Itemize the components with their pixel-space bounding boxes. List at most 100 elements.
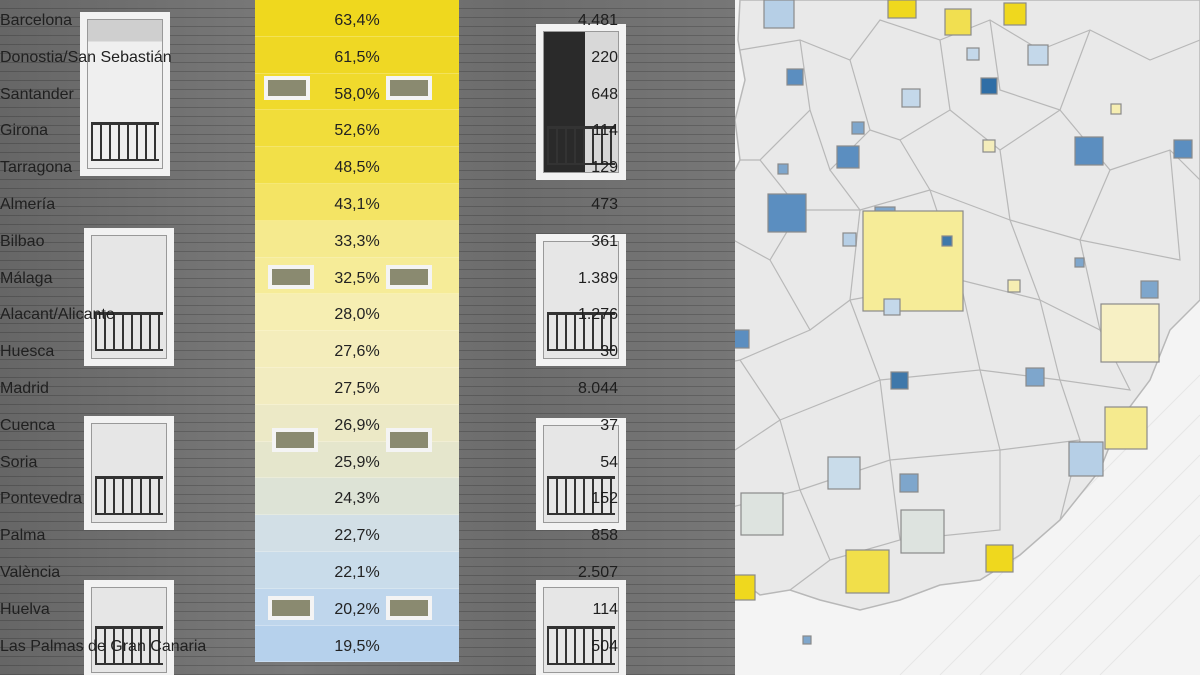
map-square xyxy=(763,0,795,29)
city-name: València xyxy=(0,564,61,581)
percentage-value: 58,0% xyxy=(334,85,380,103)
percentage-value: 27,5% xyxy=(334,380,380,397)
count-value: 361 xyxy=(591,232,618,250)
percentage-value: 43,1% xyxy=(334,196,380,213)
map-square xyxy=(842,232,857,247)
count-value: 114 xyxy=(592,122,618,140)
map-square xyxy=(827,456,861,490)
city-name: Bilbao xyxy=(0,232,45,250)
map-square xyxy=(1074,257,1085,268)
percentage-value: 32,5% xyxy=(334,269,380,287)
map-square xyxy=(887,0,917,19)
balcony-railing xyxy=(547,312,615,351)
percentage-value: 22,7% xyxy=(334,527,380,545)
count-value: 152 xyxy=(591,490,618,508)
percentage-value: 52,6% xyxy=(334,122,380,140)
city-name: Almería xyxy=(0,196,56,213)
map-square xyxy=(941,235,953,247)
facade-window xyxy=(536,418,626,530)
percentage-band xyxy=(255,331,459,368)
percentage-value: 48,5% xyxy=(334,159,380,177)
percentage-value: 61,5% xyxy=(334,48,380,66)
city-name: Huelva xyxy=(0,600,50,618)
percentage-value: 20,2% xyxy=(334,600,380,618)
count-value: 1.276 xyxy=(577,306,618,324)
percentage-band xyxy=(255,294,459,332)
percentage-value: 63,4% xyxy=(334,12,380,29)
facade-window xyxy=(84,416,174,530)
map-square xyxy=(767,193,807,233)
map-square xyxy=(1068,441,1104,477)
map-square xyxy=(740,492,784,536)
percentage-value: 33,3% xyxy=(334,232,380,250)
map-hatching xyxy=(899,374,1200,675)
balcony-railing xyxy=(547,126,615,165)
count-value: 220 xyxy=(591,48,618,66)
percentage-band xyxy=(255,0,459,37)
percentage-column xyxy=(255,0,459,675)
map-square xyxy=(1140,280,1159,299)
percentage-value: 28,0% xyxy=(334,306,380,324)
percentage-value: 24,3% xyxy=(334,490,380,508)
balcony-railing xyxy=(547,626,615,665)
map-square xyxy=(777,163,789,175)
map-square xyxy=(1173,139,1193,159)
percentage-value: 25,9% xyxy=(334,453,380,471)
percentage-value: 27,6% xyxy=(334,343,380,361)
wall-vent xyxy=(264,76,310,100)
map-square xyxy=(862,210,964,312)
city-name: Santander xyxy=(0,85,74,103)
city-name: Soria xyxy=(0,453,38,471)
map-square xyxy=(899,473,919,493)
map-square xyxy=(1104,406,1148,450)
wall-vent xyxy=(386,428,432,452)
map-square xyxy=(966,47,980,61)
map-square xyxy=(1100,303,1160,363)
count-value: 114 xyxy=(592,600,618,618)
balcony-railing xyxy=(547,476,615,515)
city-name: Pontevedra xyxy=(0,490,82,508)
map-square xyxy=(901,88,921,108)
percentage-band xyxy=(255,184,459,221)
facade-window xyxy=(536,234,626,366)
balcony-railing xyxy=(95,476,163,515)
map-square xyxy=(985,544,1014,573)
building-facade: Barcelona 63,4% 4.481 Donostia/San Sebastiá… xyxy=(0,0,735,675)
count-value: 129 xyxy=(591,159,618,177)
map-square xyxy=(845,549,890,594)
count-value: 30 xyxy=(600,343,618,361)
wall-vent xyxy=(386,265,432,289)
facade-window xyxy=(80,12,170,176)
city-name: Barcelona xyxy=(0,12,73,29)
count-value: 1.389 xyxy=(577,269,618,287)
wall-vent xyxy=(272,428,318,452)
percentage-band xyxy=(255,220,459,258)
percentage-band xyxy=(255,368,459,405)
city-name: Cuenca xyxy=(0,416,56,434)
count-value: 648 xyxy=(591,85,618,103)
map-square xyxy=(980,77,998,95)
balcony-railing xyxy=(95,312,163,351)
wall-vent xyxy=(268,596,314,620)
percentage-band xyxy=(255,552,459,589)
percentage-band xyxy=(255,147,459,184)
city-name: Donostia/San Sebastián xyxy=(0,48,172,66)
city-name: Málaga xyxy=(0,269,53,287)
percentage-value: 19,5% xyxy=(334,637,380,655)
map-square xyxy=(1027,44,1049,66)
count-value: 4.481 xyxy=(577,12,618,29)
count-value: 858 xyxy=(591,527,618,545)
percentage-band xyxy=(255,110,459,148)
city-name: Huesca xyxy=(0,343,55,361)
map-square xyxy=(786,68,804,86)
facade-window xyxy=(84,228,174,366)
map-square xyxy=(1003,2,1027,26)
city-name: Madrid xyxy=(0,380,49,397)
map-square xyxy=(1074,136,1104,166)
city-name: Tarragona xyxy=(0,159,73,177)
map-square xyxy=(900,509,945,554)
city-name: Las Palmas de Gran Canaria xyxy=(0,637,207,655)
map-square xyxy=(836,145,860,169)
percentage-value: 22,1% xyxy=(334,564,380,581)
wall-vent xyxy=(386,76,432,100)
